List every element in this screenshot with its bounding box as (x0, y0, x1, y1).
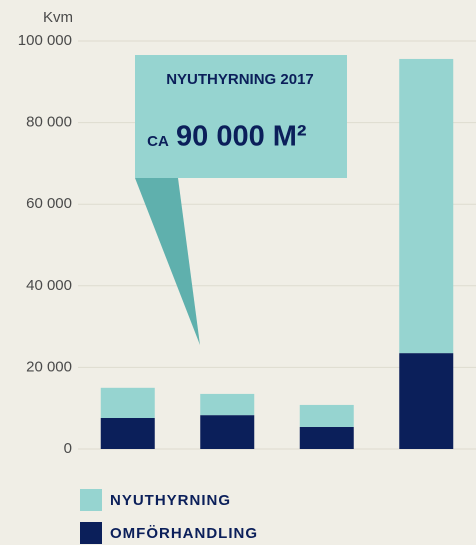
bar-segment (399, 58, 454, 354)
callout-prefix: CA (147, 133, 169, 150)
y-tick-label: 100 000 (18, 32, 72, 49)
y-axis-label: Kvm (43, 9, 73, 26)
legend-label: NYUTHYRNING (110, 492, 231, 509)
callout-title: NYUTHYRNING 2017 (166, 71, 314, 88)
bar-segment (100, 387, 155, 418)
y-tick-label: 40 000 (26, 277, 72, 294)
bar-segment (299, 404, 354, 427)
y-tick-label: 80 000 (26, 114, 72, 131)
legend-label: OMFÖRHANDLING (110, 525, 258, 542)
bar-segment (200, 393, 255, 416)
bar-segment (200, 415, 255, 449)
y-tick-label: 20 000 (26, 358, 72, 375)
callout-box (135, 55, 347, 178)
y-tick-label: 60 000 (26, 195, 72, 212)
bar-segment (100, 417, 155, 449)
y-tick-label: 0 (64, 440, 72, 457)
legend-swatch (80, 522, 102, 544)
bar-segment (299, 426, 354, 449)
callout-value: 90 000 M² (176, 121, 307, 153)
callout-pointer (135, 178, 200, 345)
legend-swatch (80, 489, 102, 511)
bar-segment (399, 353, 454, 449)
